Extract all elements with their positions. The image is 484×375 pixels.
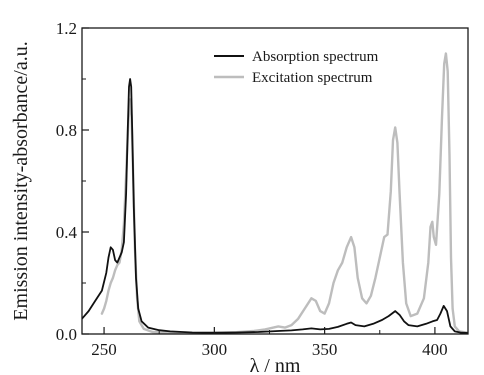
legend-label: Excitation spectrum [252,70,373,86]
x-axis-label: λ / nm [250,355,301,375]
legend-label: Absorption spectrum [252,49,379,65]
excitation-series-line [100,52,468,334]
x-tick-label: 300 [202,340,228,359]
ticks-layer: 250 300 350 400 0.0 0.4 0.8 1.2 [56,19,448,359]
series-layer [82,52,468,334]
y-tick-label: 0.8 [56,121,77,140]
x-tick-label: 400 [422,340,448,359]
legend: Absorption spectrum Excitation spectrum [214,49,379,86]
absorption-series-line [82,78,468,334]
y-tick-label: 0.4 [56,223,78,242]
x-tick-label: 350 [312,340,338,359]
y-tick-label: 1.2 [56,19,77,38]
y-axis-label: Emission intensity-absorbance/a.u. [10,41,32,320]
x-tick-label: 250 [91,340,117,359]
y-tick-label: 0.0 [56,325,77,344]
